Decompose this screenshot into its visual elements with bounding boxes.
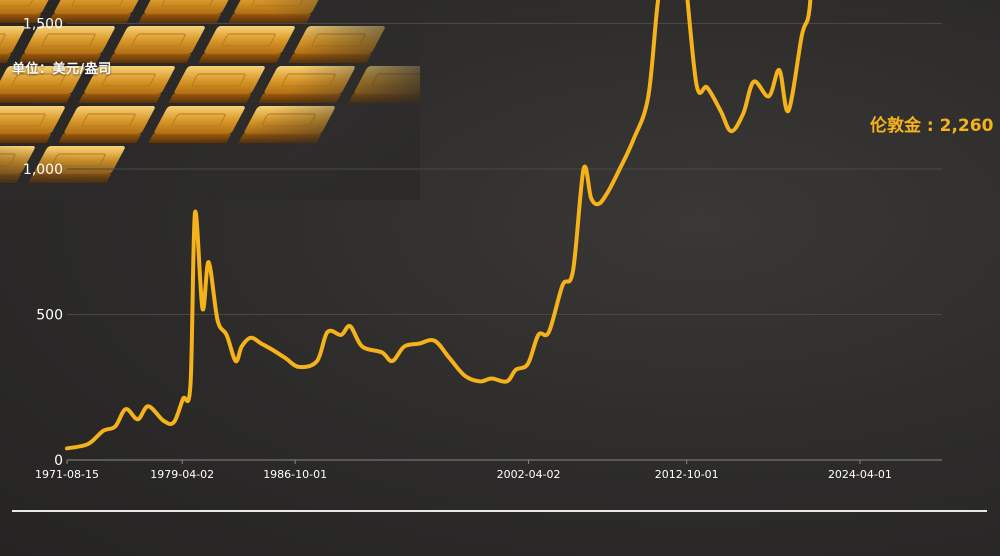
x-tick-label: 2024-04-01 [828,468,892,481]
bottom-divider [12,510,987,512]
x-tick-label: 2012-10-01 [655,468,719,481]
series-line-london-gold [65,0,813,451]
y-tick-label: 500 [36,308,63,324]
x-tick-label: 1971-08-15 [35,468,99,481]
y-tick-label: 0 [54,453,63,469]
callout-label: 伦敦金 : 2,260 [870,115,994,136]
unit-label: 单位：美元/盎司 [12,62,112,77]
x-tick-label: 1986-10-01 [263,468,327,481]
x-axis-ticks: 1971-08-15 1979-04-02 1986-10-01 2002-04-02… [35,460,892,481]
series [65,0,813,451]
x-tick-label: 1979-04-02 [150,468,214,481]
y-tick-label: 1,500 [23,17,63,33]
gridlines [67,23,942,461]
x-tick-label: 2002-04-02 [497,468,561,481]
gold-bars-image [0,0,420,200]
y-tick-label: 1,000 [23,162,63,178]
